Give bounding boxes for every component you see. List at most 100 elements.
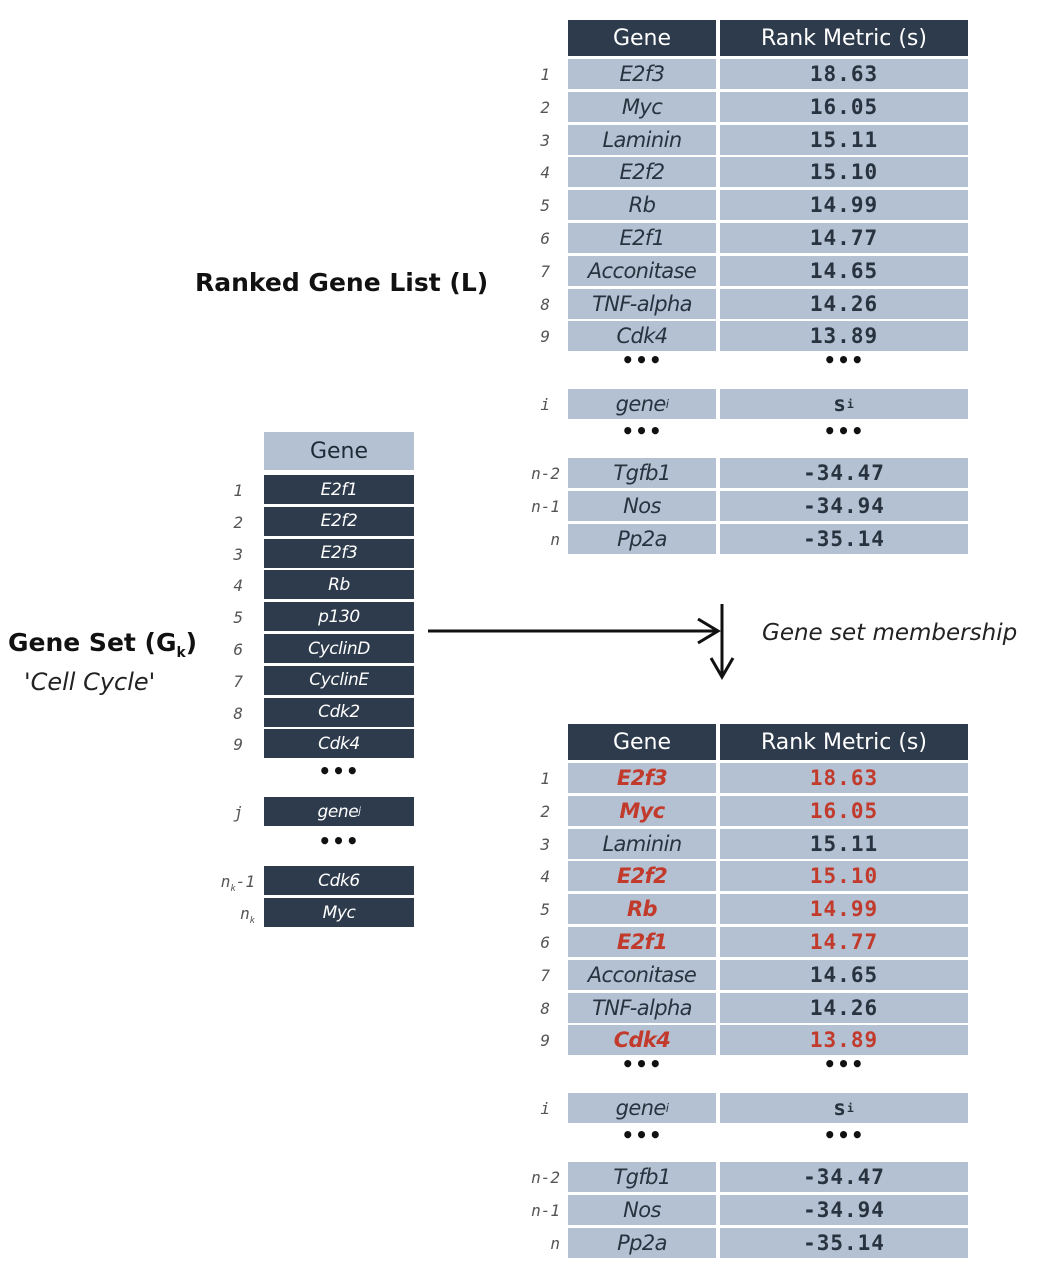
gene-set-cell: CyclinE [264,665,414,695]
score-cell: 16.05 [720,795,968,826]
gene-cell: Nos [568,491,716,521]
row-index: 2 [233,512,243,532]
score-cell: -35.14 [720,523,968,554]
score-cell: 14.77 [720,927,968,957]
row-index: 7 [540,261,550,281]
gene-set-title-close: ) [185,628,198,657]
score-generic-sub: i [846,1101,855,1116]
ellipsis: ••• [823,348,865,373]
row-index: 1 [233,481,243,500]
score-cell: 18.63 [720,763,968,793]
gene-set-cell-generic: gene j [264,797,414,827]
gene-cell: E2f2 [568,861,716,892]
gene-cell: E2f3 [568,763,716,793]
score-cell: -34.94 [720,491,968,521]
gene-set-cell: E2f1 [264,475,414,504]
row-index: 4 [233,576,243,596]
row-index: 4 [540,163,550,183]
gene-cell: Acconitase [568,959,716,990]
row-index: nk-1 [195,872,255,894]
gene-cell: E2f3 [568,59,716,89]
gene-cell-generic: gene i [568,1093,716,1124]
ellipsis: ••• [823,1123,865,1148]
score-cell: -34.47 [720,458,968,489]
score-cell: 14.77 [720,223,968,253]
gene-set-cell: E2f3 [264,538,414,568]
gene-cell: Nos [568,1195,716,1225]
gene-generic-sub: i [665,1101,669,1116]
gene-set-title: Gene Set (Gk) [8,628,197,661]
score-cell: 15.11 [720,124,968,155]
gene-generic-sub: i [665,397,669,412]
score-cell: 16.05 [720,91,968,122]
gene-generic-text: gene [615,1096,667,1121]
row-index: 3 [540,834,550,854]
score-cell: 15.10 [720,861,968,892]
row-index: 9 [540,1031,550,1051]
gene-set-cell: Cdk2 [264,697,414,727]
row-index: 5 [540,196,550,216]
membership-caption: Gene set membership [762,620,1018,646]
row-index: n-2 [531,1168,560,1188]
header-gene: Gene [568,724,716,760]
gene-cell: Cdk4 [568,321,716,352]
gene-cell: E2f2 [568,157,716,188]
row-index-suffix: -1 [235,872,255,892]
gene-cell: Pp2a [568,1227,716,1258]
row-index: 4 [540,867,550,887]
gene-cell: E2f1 [568,223,716,253]
gene-cell: E2f1 [568,927,716,957]
header-rank-metric: Rank Metric (s) [720,20,968,56]
row-index: 5 [540,900,550,920]
row-index: n-1 [531,497,560,516]
gene-cell: Rb [568,190,716,221]
row-index-k: k [249,916,255,927]
score-cell: 13.89 [720,321,968,352]
gene-set-cell: Rb [264,570,414,600]
row-index: 8 [540,294,550,314]
row-index-generic: i [540,395,550,415]
row-index: n-1 [531,1201,560,1220]
row-index: n [550,529,560,549]
gene-generic-text: gene [317,801,359,822]
header-gene: Gene [568,20,716,56]
score-generic-text: s [833,1096,847,1121]
gene-cell: TNF-alpha [568,288,716,319]
header-rank-metric: Rank Metric (s) [720,724,968,760]
score-cell: 14.99 [720,190,968,221]
score-cell: 14.65 [720,255,968,286]
gene-set-cell: Myc [264,898,414,927]
gene-set-cell: E2f2 [264,506,414,536]
score-cell: 18.63 [720,59,968,89]
gene-set-header: Gene [264,432,414,470]
gene-set-cell: Cdk4 [264,729,414,759]
row-index: 7 [233,671,243,691]
row-index: n [550,1233,560,1253]
row-index: 6 [540,229,550,248]
ellipsis: ••• [823,1052,865,1077]
row-index: 1 [540,769,550,788]
row-index: 8 [233,703,243,723]
score-cell: -34.94 [720,1195,968,1225]
gene-set-cell: p130 [264,602,414,632]
gene-cell-generic: gene i [568,389,716,420]
membership-arrow-right [428,617,721,645]
membership-arrow-down [709,604,735,680]
row-index: 2 [540,97,550,117]
gene-cell: Tgfb1 [568,458,716,489]
score-cell: 15.10 [720,157,968,188]
row-index: 3 [233,544,243,564]
row-index: 1 [540,65,550,84]
ellipsis: ••• [621,1123,663,1148]
gene-cell: Rb [568,894,716,925]
row-index-n: n [240,904,250,923]
row-index: n-2 [531,464,560,484]
score-cell: -35.14 [720,1227,968,1258]
row-index: 9 [540,327,550,347]
gene-cell: Cdk4 [568,1025,716,1056]
score-cell: 14.26 [720,288,968,319]
gene-cell: Myc [568,795,716,826]
score-cell: 14.26 [720,992,968,1023]
